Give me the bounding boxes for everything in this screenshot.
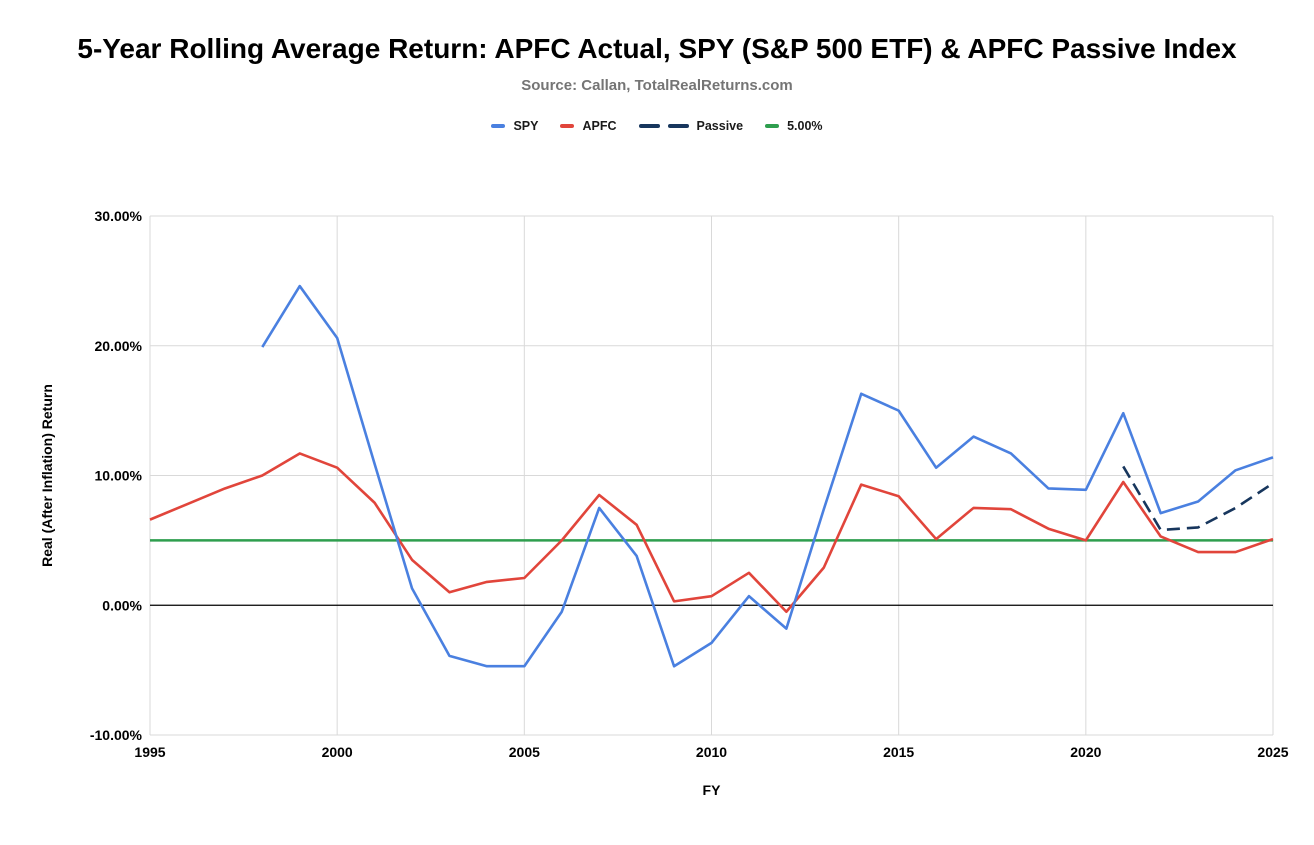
series-line-spy xyxy=(261,284,1274,668)
spy-legend-label: SPY xyxy=(513,119,539,133)
x-tick-label: 1995 xyxy=(134,744,165,760)
passive-legend-label: Passive xyxy=(696,119,744,133)
series-line-passive xyxy=(1122,465,1274,532)
passive-legend-swatch-dash1 xyxy=(638,123,660,129)
x-tick-label: 2005 xyxy=(509,744,540,760)
x-tick-label: 2025 xyxy=(1257,744,1288,760)
apfc-legend-label: APFC xyxy=(582,119,617,133)
y-tick-label: 0.00% xyxy=(102,597,142,613)
legend-item-passive: Passive xyxy=(638,119,744,133)
legend-item-apfc: APFC xyxy=(560,119,617,133)
y-tick-label: 30.00% xyxy=(95,208,143,224)
y-tick-label: 10.00% xyxy=(95,468,143,484)
x-axis-title: FY xyxy=(703,782,722,798)
chart-header: 5-Year Rolling Average Return: APFC Actu… xyxy=(0,33,1314,133)
legend-item-benchmark: 5.00% xyxy=(765,119,823,133)
benchmark-legend-swatch xyxy=(765,123,780,129)
y-axis-title: Real (After Inflation) Return xyxy=(39,384,55,567)
y-tick-label: 20.00% xyxy=(95,338,143,354)
chart-title: 5-Year Rolling Average Return: APFC Actu… xyxy=(77,33,1237,64)
chart-canvas: 1995 2000 2005 2010 2015 2020 2025 30.00% 20.00%… xyxy=(39,208,1289,798)
legend: SPY APFC Passive 5.00% xyxy=(0,119,1314,133)
x-tick-label: 2010 xyxy=(696,744,727,760)
spy-legend-swatch xyxy=(491,123,506,129)
x-tick-label: 2015 xyxy=(883,744,914,760)
x-tick-label: 2020 xyxy=(1070,744,1101,760)
y-tick-label: -10.00% xyxy=(90,727,143,743)
chart-subtitle: Source: Callan, TotalRealReturns.com xyxy=(521,77,793,94)
apfc-legend-swatch xyxy=(560,123,575,129)
benchmark-legend-label: 5.00% xyxy=(787,119,823,133)
legend-item-spy: SPY xyxy=(491,119,538,133)
passive-legend-swatch-dash2 xyxy=(667,123,689,129)
x-tick-label: 2000 xyxy=(322,744,353,760)
series-line-apfc xyxy=(149,452,1274,614)
